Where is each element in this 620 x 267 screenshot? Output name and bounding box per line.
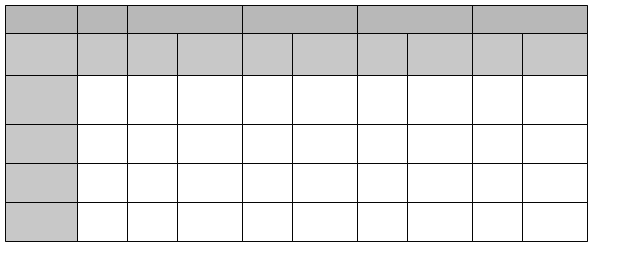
- Text: Contri-
buíção: Contri- buíção: [304, 43, 345, 65]
- Text: Taxa: Taxa: [254, 49, 280, 59]
- Text: (0,59): (0,59): [539, 217, 570, 226]
- Text: (0,01): (0,01): [424, 178, 455, 187]
- Text: 1975-
2000⁷: 1975- 2000⁷: [24, 211, 58, 232]
- Text: 1,8: 1,8: [489, 217, 505, 226]
- Text: Taxa: Taxa: [368, 49, 396, 59]
- Text: 0,2: 0,2: [489, 139, 505, 148]
- Text: (0,22): (0,22): [194, 178, 225, 187]
- Text: Taxa: Taxa: [138, 49, 166, 59]
- Text: 4,1: 4,1: [259, 95, 275, 104]
- Text: 0,2: 0,2: [374, 139, 390, 148]
- Text: 6,3: 6,3: [259, 178, 275, 187]
- Text: (0,01): (0,01): [424, 95, 455, 104]
- Text: (0,02): (0,02): [424, 139, 455, 148]
- Text: 3,5: 3,5: [259, 139, 275, 148]
- Text: -0,4: -0,4: [372, 217, 392, 226]
- Text: 1850-
2000: 1850- 2000: [24, 89, 58, 110]
- Text: Capital: Capital: [278, 14, 321, 24]
- Text: TFP: TFP: [518, 14, 541, 24]
- Text: 1951-
1974⁶: 1951- 1974⁶: [24, 172, 58, 193]
- Text: Terra: Terra: [399, 14, 431, 24]
- Text: Taxa: Taxa: [484, 49, 510, 59]
- Text: 6,5: 6,5: [94, 178, 110, 187]
- Text: 4,4: 4,4: [259, 217, 275, 226]
- Text: Taxa: Taxa: [89, 49, 115, 59]
- Text: Contri-
buíção: Contri- buíção: [419, 43, 459, 65]
- Text: 3,7: 3,7: [489, 178, 505, 187]
- Text: 0,3: 0,3: [144, 217, 160, 226]
- Text: 1,0: 1,0: [374, 178, 390, 187]
- Text: 1,4: 1,4: [94, 139, 110, 148]
- Text: (0,41): (0,41): [539, 95, 570, 104]
- Text: 3,0: 3,0: [94, 217, 110, 226]
- Text: 0,8: 0,8: [144, 95, 160, 104]
- Text: (0,57): (0,57): [539, 178, 570, 187]
- Text: (0,31): (0,31): [194, 139, 225, 148]
- Text: 1850-
1950: 1850- 1950: [24, 133, 58, 154]
- Text: (0,00): (0,00): [424, 217, 455, 226]
- Text: Trabalho: Trabalho: [157, 14, 211, 24]
- Text: (0,20): (0,20): [309, 178, 340, 187]
- Text: Contri-
buíção: Contri- buíção: [534, 43, 575, 65]
- Text: (0,02): (0,02): [194, 217, 225, 226]
- Text: 0,2: 0,2: [374, 95, 390, 104]
- Text: (0,39): (0,39): [309, 217, 340, 226]
- Text: 2,5: 2,5: [94, 95, 110, 104]
- Text: 0,7: 0,7: [144, 139, 160, 148]
- Text: (0,37): (0,37): [309, 95, 340, 104]
- Text: (0,54): (0,54): [309, 139, 340, 148]
- Text: Contri-
buíção: Contri- buíção: [189, 43, 229, 65]
- Text: (0,21): (0,21): [194, 95, 225, 104]
- Text: (0,13): (0,13): [539, 139, 570, 148]
- Text: PIB: PIB: [92, 14, 112, 24]
- Text: 2,0: 2,0: [144, 178, 160, 187]
- Text: 1,0: 1,0: [489, 95, 505, 104]
